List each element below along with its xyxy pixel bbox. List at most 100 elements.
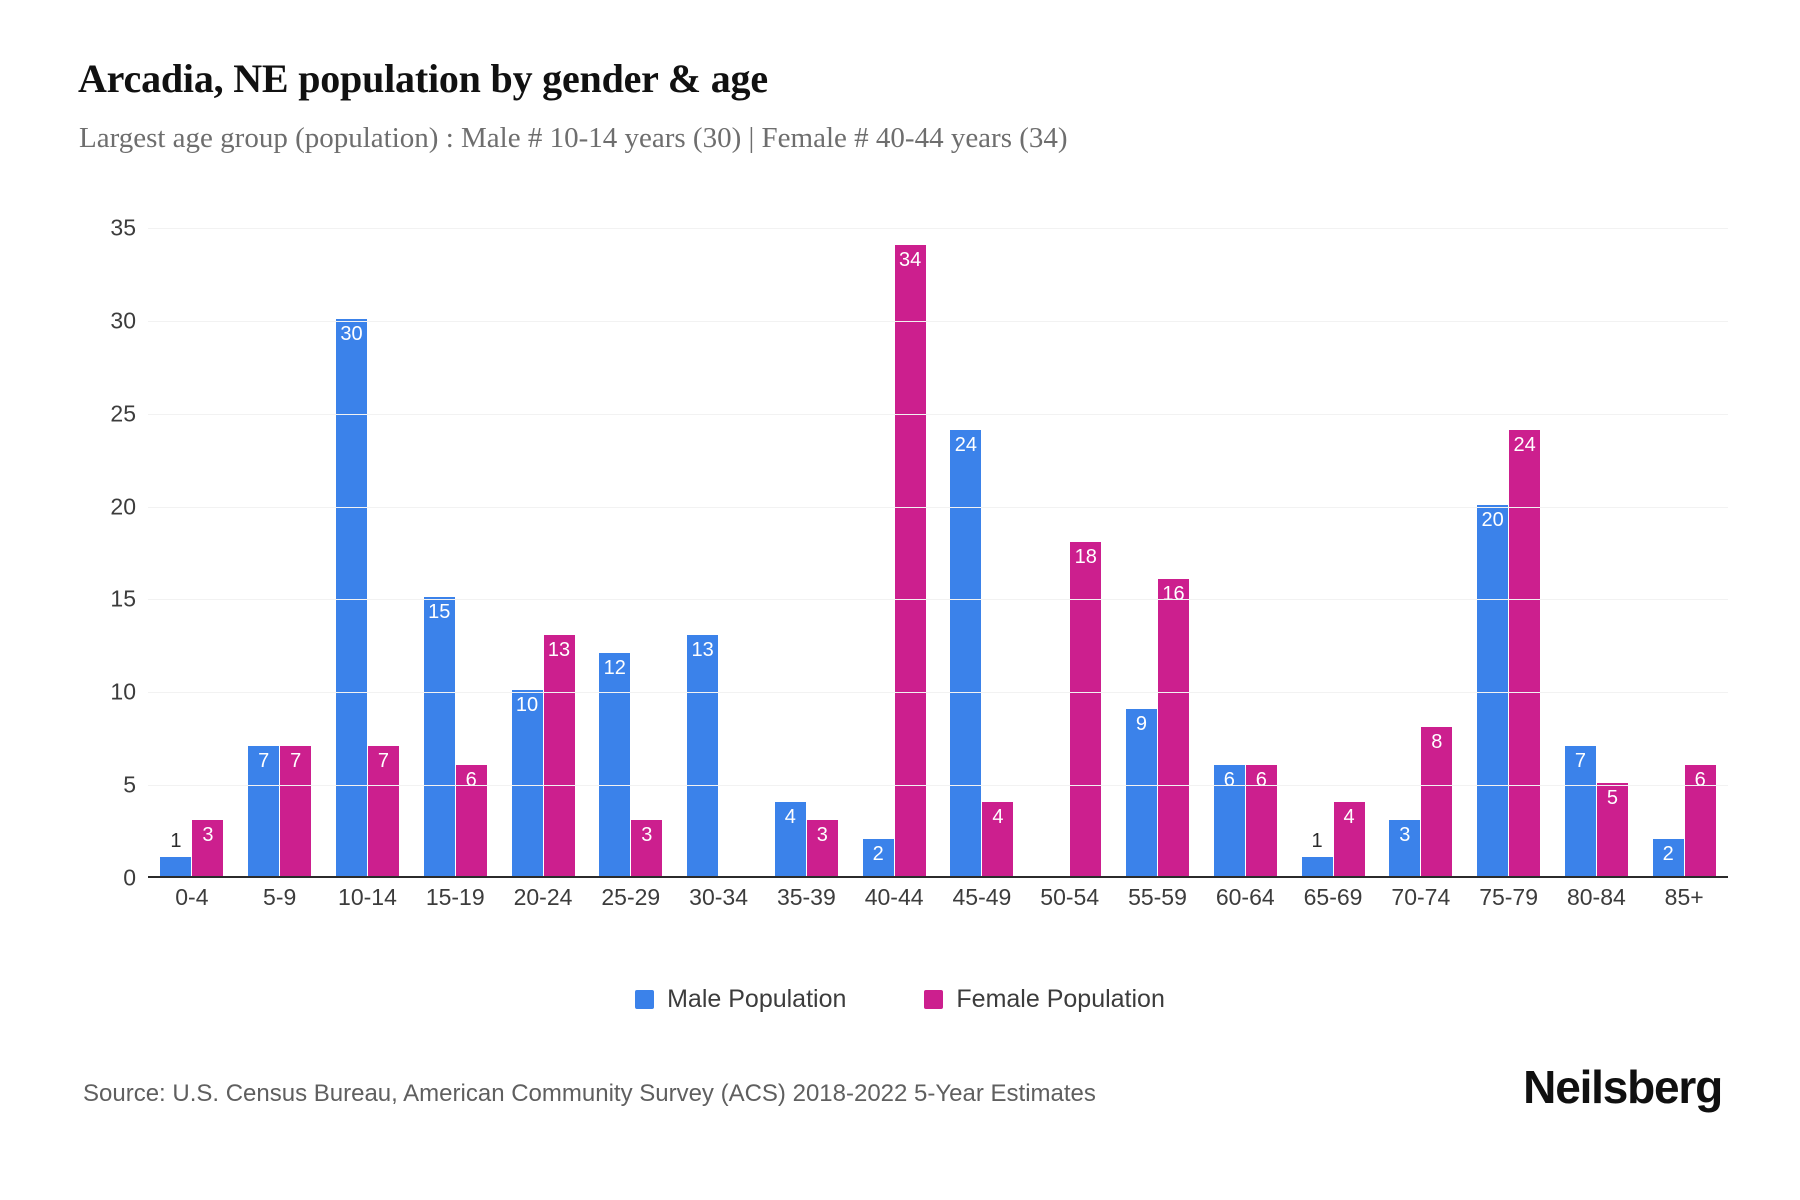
page-title: Arcadia, NE population by gender & age (78, 56, 768, 101)
y-axis-tick-label: 15 (110, 585, 136, 612)
legend-swatch-icon (635, 990, 655, 1009)
x-axis-tick-label: 60-64 (1215, 884, 1275, 910)
bar-group: 20 24 (1465, 228, 1553, 876)
bar-female[interactable]: 8 (1421, 727, 1453, 876)
x-axis-tick-label: 50-54 (1040, 884, 1100, 910)
bar-female[interactable]: 4 (982, 801, 1014, 876)
x-axis-tick-label: 55-59 (1128, 884, 1187, 910)
bar-value-label: 3 (816, 824, 828, 847)
bar-value-label: 6 (465, 768, 477, 791)
bar-value-label: 7 (258, 750, 270, 772)
x-axis-tick-label: 45-49 (952, 884, 1012, 910)
bar-value-label: 16 (1162, 582, 1185, 605)
bar-male[interactable]: 7 (1564, 746, 1596, 876)
bar-value-label: 1 (1311, 830, 1323, 853)
y-axis-tick-label: 10 (110, 678, 136, 705)
y-axis-tick-label: 5 (123, 771, 136, 798)
grid-area: 1377307156101312313043234244018916661438… (148, 228, 1728, 878)
bar-female[interactable]: 16 (1157, 578, 1189, 876)
bar-female[interactable]: 6 (455, 764, 487, 876)
bar-group: 24 4 (938, 228, 1026, 876)
x-axis-tick-label: 30-34 (689, 884, 748, 910)
bar-value-label: 3 (1399, 824, 1411, 847)
x-axis-tick-label: 5-9 (263, 884, 297, 910)
x-axis-tick-label: 75-79 (1479, 884, 1539, 910)
bar-value-label: 20 (1481, 508, 1504, 531)
bar-female[interactable]: 6 (1684, 764, 1716, 876)
bar-female[interactable]: 3 (192, 820, 224, 876)
bar-value-label: 1 (170, 830, 182, 853)
bar-male[interactable]: 7 (248, 746, 280, 876)
bar-female[interactable]: 18 (1070, 541, 1102, 876)
bar-male[interactable]: 6 (1213, 764, 1245, 876)
bar-value-label: 24 (1513, 434, 1536, 457)
x-axis-tick-label: 65-69 (1303, 884, 1363, 910)
y-axis-tick-label: 20 (110, 493, 136, 520)
x-axis-line (148, 876, 1728, 878)
bar-group: 9 16 (1114, 228, 1202, 876)
bar-male[interactable]: 12 (599, 653, 631, 876)
bar-value-label: 3 (641, 824, 653, 847)
bar-male[interactable]: 24 (950, 430, 982, 876)
bar-male[interactable]: 2 (1652, 838, 1684, 876)
bar-male[interactable]: 3 (1389, 820, 1421, 876)
bar-female[interactable]: 13 (543, 634, 575, 876)
bar-male[interactable]: 30 (335, 318, 367, 876)
bar-male[interactable]: 15 (423, 597, 455, 876)
bar-female[interactable]: 6 (1245, 764, 1277, 876)
bar-value-label: 6 (1255, 768, 1267, 791)
legend-item-male[interactable]: Male Population (635, 985, 846, 1014)
bar-value-label: 13 (547, 638, 571, 661)
y-axis-tick-label: 35 (110, 214, 136, 241)
bar-group: 018 (1026, 228, 1114, 876)
bar-female[interactable]: 7 (367, 746, 399, 876)
bar-female[interactable]: 24 (1509, 430, 1541, 876)
y-axis: 0 5 10 15 20 25 30 35 (78, 215, 148, 891)
bar-value-label: 7 (1574, 750, 1586, 772)
bar-female[interactable]: 4 (1333, 801, 1365, 876)
bar-male[interactable]: 1 (1301, 831, 1333, 876)
bar-value-label: 4 (992, 805, 1004, 828)
x-axis-tick-label: 10-14 (338, 884, 397, 910)
bar-value-label: 7 (290, 750, 302, 772)
bar-female[interactable]: 3 (806, 820, 838, 876)
x-axis-tick-label: 80-84 (1566, 884, 1626, 910)
bar-value-label: 6 (1694, 768, 1706, 791)
bar-male[interactable]: 2 (862, 838, 894, 876)
bar-female[interactable]: 7 (280, 746, 312, 876)
bar-value-label: 9 (1135, 712, 1148, 735)
bar-value-label: 7 (377, 750, 390, 772)
source-note: Source: U.S. Census Bureau, American Com… (83, 1080, 1096, 1107)
bar-male[interactable]: 13 (687, 634, 719, 876)
bar-value-label: 4 (1343, 805, 1355, 828)
bar-female[interactable]: 34 (894, 244, 926, 876)
bar-value-label: 24 (954, 434, 978, 457)
bar-male[interactable]: 1 (160, 831, 192, 876)
bar-group: 2 34 (850, 228, 938, 876)
bar-female[interactable]: 5 (1596, 783, 1628, 876)
bar-value-label: 5 (1606, 787, 1618, 810)
legend-item-female[interactable]: Female Population (924, 985, 1165, 1014)
bar-group: 30 7 (324, 228, 412, 876)
bar-group: 10 13 (499, 228, 587, 876)
bar-value-label: 2 (872, 842, 884, 865)
bar-male[interactable]: 10 (511, 690, 543, 876)
grid-line (148, 785, 1728, 787)
bar-male[interactable]: 9 (1125, 708, 1157, 876)
bar-groups: 1377307156101312313043234244018916661438… (148, 228, 1728, 876)
y-axis-tick-label: 0 (123, 864, 136, 891)
bar-female[interactable]: 3 (631, 820, 663, 876)
bar-value-label: 15 (428, 601, 451, 624)
bar-male[interactable]: 20 (1477, 504, 1509, 876)
bar-value-label: 6 (1223, 768, 1235, 791)
x-axis-tick-label: 40-44 (864, 884, 924, 910)
bar-male[interactable]: 4 (774, 801, 806, 876)
